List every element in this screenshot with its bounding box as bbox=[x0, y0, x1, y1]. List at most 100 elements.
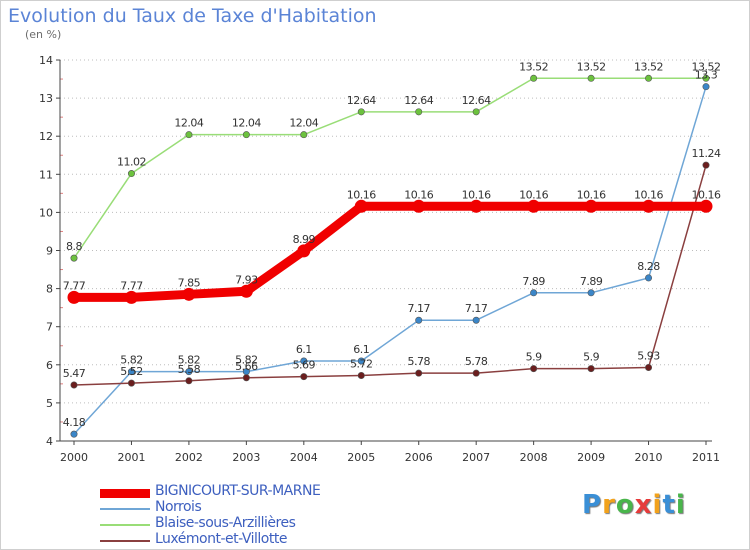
data-label: 5.78 bbox=[407, 355, 430, 368]
x-tick-label: 2007 bbox=[462, 451, 490, 464]
data-label: 12.64 bbox=[404, 94, 433, 107]
chart-legend: BIGNICOURT-SUR-MARNE Norrois Blaise-sous-A… bbox=[100, 483, 430, 549]
legend-item: Blaise-sous-Arzillières bbox=[100, 515, 430, 533]
x-tick-label: 2002 bbox=[175, 451, 203, 464]
data-label: 5.69 bbox=[293, 359, 316, 372]
x-tick-label: 2006 bbox=[405, 451, 433, 464]
legend-label: Luxémont-et-Villotte bbox=[155, 531, 287, 547]
data-label: 11.24 bbox=[692, 147, 721, 160]
data-label: 7.77 bbox=[63, 279, 86, 292]
legend-swatch bbox=[100, 488, 150, 498]
series-point-3 bbox=[127, 379, 135, 387]
x-tick-label: 2001 bbox=[117, 451, 145, 464]
data-label: 13.3 bbox=[695, 69, 718, 82]
legend-item: Norrois bbox=[100, 499, 430, 517]
data-label: 10.16 bbox=[519, 188, 548, 201]
data-label: 5.78 bbox=[465, 355, 488, 368]
legend-label: BIGNICOURT-SUR-MARNE bbox=[155, 483, 321, 499]
data-label: 5.58 bbox=[178, 363, 201, 376]
series-point-2 bbox=[357, 108, 365, 116]
series-line-3 bbox=[73, 164, 707, 386]
data-label: 13.52 bbox=[519, 60, 548, 73]
data-label: 12.04 bbox=[289, 117, 318, 130]
logo-letter: t bbox=[662, 490, 676, 520]
series-point-3 bbox=[472, 369, 480, 377]
data-label: 8.99 bbox=[293, 233, 316, 246]
data-label: 7.93 bbox=[235, 273, 258, 286]
data-label: 7.89 bbox=[522, 275, 545, 288]
data-label: 10.16 bbox=[634, 188, 663, 201]
series-point-1 bbox=[702, 83, 710, 91]
series-line-0 bbox=[69, 201, 711, 302]
series-point-2 bbox=[472, 108, 480, 116]
series-point-1 bbox=[127, 368, 135, 376]
data-label: 13.52 bbox=[577, 60, 606, 73]
data-label: 5.9 bbox=[526, 351, 542, 364]
data-label: 5.82 bbox=[178, 354, 201, 367]
legend-swatch bbox=[100, 508, 150, 510]
logo-letter: r bbox=[602, 490, 616, 520]
plot-area bbox=[60, 60, 712, 441]
data-label: 5.82 bbox=[120, 354, 143, 367]
data-label: 10.16 bbox=[347, 188, 376, 201]
data-label: 5.72 bbox=[350, 357, 373, 370]
y-tick-label: 8 bbox=[46, 283, 53, 296]
proxiti-logo: Proxiti bbox=[582, 490, 686, 520]
legend-label: Norrois bbox=[155, 499, 202, 515]
data-label: 12.04 bbox=[232, 117, 261, 130]
series-point-0 bbox=[584, 199, 598, 213]
x-tick-label: 2003 bbox=[232, 451, 260, 464]
series-point-1 bbox=[415, 316, 423, 324]
logo-letter: x bbox=[634, 490, 653, 520]
series-point-0 bbox=[527, 199, 541, 213]
series-point-1 bbox=[472, 316, 480, 324]
series-point-2 bbox=[127, 170, 135, 178]
data-label: 5.82 bbox=[235, 354, 258, 367]
series-point-0 bbox=[239, 284, 253, 298]
y-tick-label: 13 bbox=[39, 92, 53, 105]
series-point-1 bbox=[645, 274, 653, 282]
series-point-0 bbox=[412, 199, 426, 213]
series-point-2 bbox=[587, 74, 595, 82]
series-point-2 bbox=[645, 74, 653, 82]
x-tick-label: 2008 bbox=[520, 451, 548, 464]
y-tick-label: 4 bbox=[46, 435, 53, 448]
data-label: 12.04 bbox=[174, 117, 203, 130]
logo-letter: o bbox=[615, 490, 635, 520]
x-tick-label: 2004 bbox=[290, 451, 318, 464]
logo-letter: i bbox=[675, 490, 686, 520]
series-point-3 bbox=[702, 161, 710, 169]
data-label: 5.66 bbox=[235, 360, 258, 373]
series-point-1 bbox=[357, 357, 365, 365]
x-tick-label: 2005 bbox=[347, 451, 375, 464]
data-label: 7.77 bbox=[120, 279, 143, 292]
x-tick-label: 2000 bbox=[60, 451, 88, 464]
data-label: 12.64 bbox=[347, 94, 376, 107]
series-point-0 bbox=[469, 199, 483, 213]
series-point-0 bbox=[297, 244, 311, 258]
data-label: 5.52 bbox=[120, 365, 143, 378]
series-point-2 bbox=[415, 108, 423, 116]
logo-letter: P bbox=[582, 490, 603, 520]
chart-title: Evolution du Taux de Taxe d'Habitation bbox=[8, 5, 377, 27]
data-label: 10.16 bbox=[404, 188, 433, 201]
series-point-3 bbox=[530, 365, 538, 373]
legend-swatch bbox=[100, 524, 150, 526]
legend-swatch bbox=[100, 540, 150, 542]
y-tick-label: 9 bbox=[46, 245, 53, 258]
y-tick-label: 14 bbox=[39, 54, 53, 67]
y-tick-label: 10 bbox=[39, 206, 53, 219]
series-point-0 bbox=[699, 199, 713, 213]
logo-letter: i bbox=[652, 490, 663, 520]
data-label: 5.93 bbox=[637, 349, 660, 362]
series-point-1 bbox=[185, 368, 193, 376]
series-point-3 bbox=[242, 374, 250, 382]
y-tick-label: 12 bbox=[39, 130, 53, 143]
data-label: 10.16 bbox=[462, 188, 491, 201]
series-point-2 bbox=[530, 74, 538, 82]
data-label: 11.02 bbox=[117, 156, 146, 169]
series-point-2 bbox=[70, 254, 78, 262]
series-point-1 bbox=[587, 289, 595, 297]
data-label: 12.64 bbox=[462, 94, 491, 107]
series-point-2 bbox=[185, 131, 193, 139]
